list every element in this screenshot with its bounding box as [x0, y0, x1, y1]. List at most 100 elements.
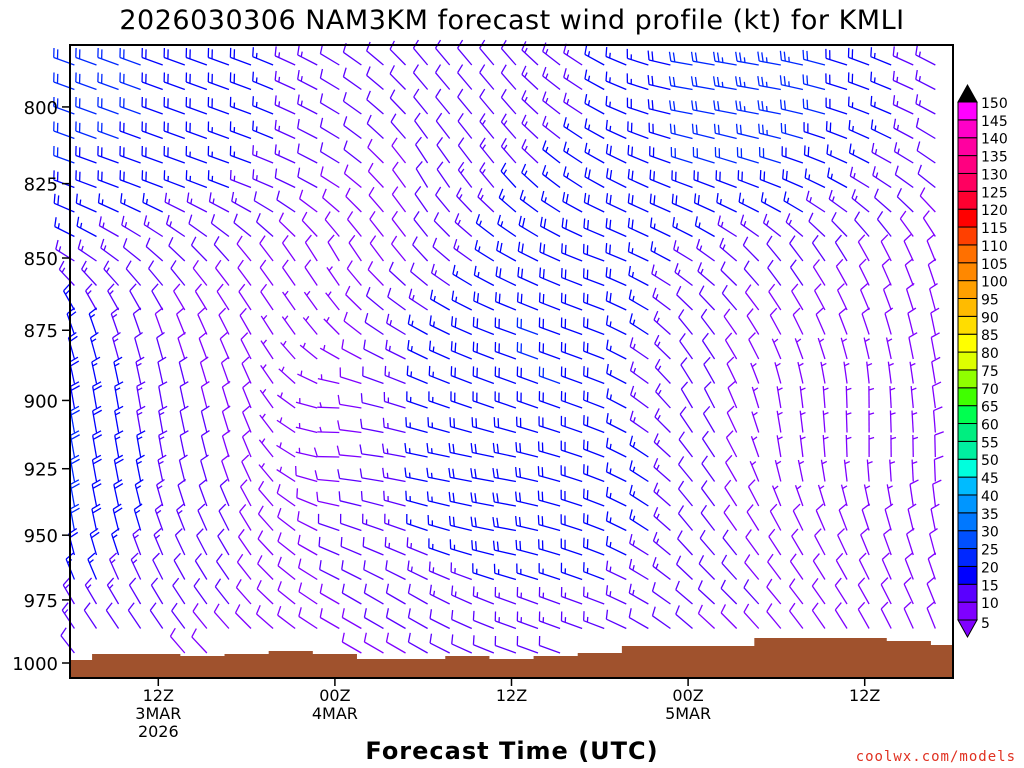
- barb-staff: [297, 54, 318, 66]
- barb-staff: [715, 132, 737, 140]
- barb-full: [343, 116, 348, 126]
- wind-barb: [857, 601, 870, 629]
- barb-full: [922, 210, 930, 219]
- wind-barb: [794, 485, 804, 507]
- barb-staff: [295, 451, 318, 458]
- barb-half: [842, 485, 848, 490]
- barb-staff: [474, 274, 495, 287]
- wind-barb: [75, 193, 97, 213]
- barb-full: [472, 635, 475, 645]
- barb-staff: [676, 294, 693, 311]
- barb-staff: [473, 325, 495, 336]
- wind-barb: [516, 341, 539, 360]
- wind-barb: [384, 537, 406, 556]
- barb-staff: [339, 454, 362, 458]
- wind-barb: [500, 162, 517, 188]
- barb-staff: [258, 439, 274, 458]
- barb-staff: [218, 510, 230, 531]
- barb-half: [809, 196, 812, 203]
- wind-barb: [605, 511, 627, 532]
- barb-full: [298, 582, 303, 592]
- wind-barb: [177, 331, 187, 360]
- barb-half: [657, 365, 662, 371]
- barb-full: [931, 356, 941, 363]
- barb-full: [365, 286, 371, 297]
- wind-barb: [449, 539, 472, 556]
- barb-half: [481, 168, 486, 175]
- barb-half: [65, 290, 70, 295]
- wind-barb: [518, 215, 539, 238]
- colorbar-swatch: [957, 387, 978, 407]
- barb-staff: [383, 476, 406, 483]
- barb-half: [609, 541, 612, 548]
- wind-barb: [605, 143, 627, 164]
- wind-barb: [363, 339, 384, 360]
- barb-full: [748, 479, 756, 487]
- barb-half: [278, 125, 281, 132]
- barb-staff: [406, 522, 428, 532]
- wind-barb: [207, 145, 230, 164]
- barb-staff: [760, 178, 782, 189]
- barb-full: [451, 609, 454, 620]
- barb-full: [390, 113, 397, 123]
- barb-staff: [407, 569, 428, 581]
- barb-full: [407, 632, 411, 643]
- barb-half: [177, 510, 183, 515]
- wind-barb: [826, 144, 848, 164]
- barb-staff: [561, 474, 583, 483]
- wind-barb: [388, 261, 406, 286]
- wind-barb: [792, 307, 804, 335]
- barb-staff: [563, 125, 583, 140]
- barb-full: [653, 506, 659, 517]
- barb-full: [428, 365, 431, 376]
- barb-full: [739, 101, 742, 111]
- wind-barb: [804, 168, 826, 189]
- barb-staff: [583, 595, 605, 605]
- wind-barb: [868, 434, 875, 458]
- wind-barb: [426, 467, 450, 483]
- barb-full: [761, 52, 764, 62]
- barb-half: [829, 150, 832, 156]
- barb-full: [811, 602, 819, 611]
- barb-full: [677, 505, 685, 514]
- barb-staff: [899, 218, 914, 237]
- barb-full: [520, 293, 523, 304]
- barb-staff: [364, 616, 384, 630]
- wind-barb: [207, 72, 230, 91]
- barb-full: [811, 577, 819, 587]
- wind-barb: [653, 457, 671, 482]
- wind-barb: [847, 47, 870, 66]
- barb-full: [366, 41, 371, 52]
- barb-half: [108, 584, 114, 589]
- wind-barb: [359, 444, 384, 458]
- barb-staff: [141, 105, 163, 115]
- wind-barb: [627, 242, 649, 262]
- wind-barb: [605, 193, 627, 213]
- wind-barb: [343, 116, 362, 140]
- barb-full: [84, 577, 93, 586]
- wind-barb: [583, 341, 605, 360]
- barb-staff: [256, 221, 274, 237]
- barb-half: [800, 411, 806, 416]
- wind-barb: [743, 579, 760, 605]
- wind-barb: [628, 608, 649, 630]
- wind-barb: [158, 405, 168, 433]
- barb-staff: [339, 500, 362, 507]
- colorbar-swatch: [957, 405, 978, 425]
- barb-staff: [53, 56, 75, 66]
- wind-barb: [75, 96, 97, 115]
- barb-full: [703, 381, 712, 389]
- wind-barb: [207, 121, 230, 140]
- barb-half: [545, 171, 549, 177]
- barb-full: [477, 187, 483, 198]
- wind-barb: [802, 74, 826, 91]
- colorbar-label: 115: [981, 221, 1008, 237]
- barb-half: [874, 149, 878, 155]
- barb-full: [234, 604, 241, 614]
- barb-full: [892, 70, 895, 81]
- x-tick-label: 4MAR: [312, 704, 358, 723]
- barb-full: [583, 218, 586, 229]
- barb-full: [627, 193, 630, 203]
- barb-full: [783, 51, 786, 62]
- barb-staff: [194, 290, 208, 311]
